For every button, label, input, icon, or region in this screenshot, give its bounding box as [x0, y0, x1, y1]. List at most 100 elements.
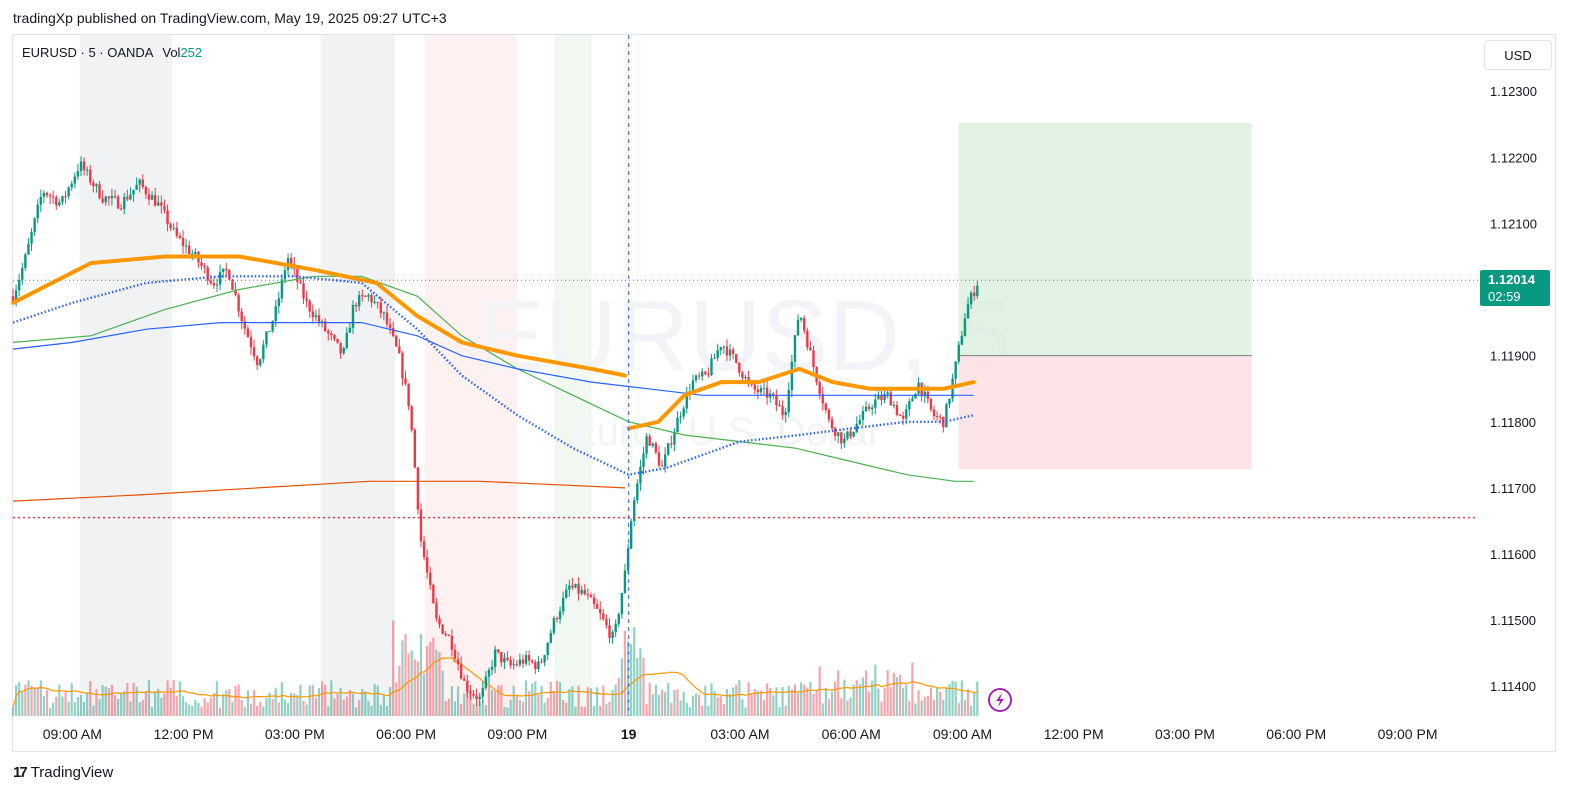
volume-bar — [135, 686, 138, 716]
candle-body — [367, 295, 370, 297]
volume-bar — [728, 694, 732, 716]
volume-bar — [694, 693, 698, 716]
session-shade-0 — [79, 35, 173, 716]
volume-bar — [620, 658, 623, 716]
candle-body — [444, 633, 447, 636]
time-axis: 09:00 AM 12:00 PM 03:00 PM 06:00 PM 09:00 PM… — [43, 726, 1438, 742]
volume-bar — [596, 687, 599, 716]
volume-bar — [129, 701, 132, 716]
volume-bar — [453, 701, 457, 716]
volume-bar — [793, 684, 797, 716]
volume-bar — [926, 695, 929, 716]
tradingview-brand[interactable]: 17 TradingView — [13, 764, 113, 781]
candle-body — [234, 289, 237, 295]
volume-bar — [14, 684, 18, 716]
volume-bar — [818, 666, 821, 716]
volume-ma-line — [12, 657, 978, 709]
time-tick-label: 09:00 PM — [487, 726, 547, 742]
candle-body — [806, 330, 809, 348]
volume-bar — [602, 685, 605, 716]
candle-body — [135, 184, 138, 190]
candle-body — [497, 649, 500, 653]
candle-body — [963, 318, 967, 337]
candle-body — [948, 398, 951, 405]
candle-body — [407, 383, 410, 407]
candle-body — [728, 349, 732, 356]
candle-body — [36, 204, 39, 219]
candle-body — [95, 184, 98, 187]
volume-bar — [262, 706, 265, 716]
candle-body — [39, 196, 43, 205]
candle-body — [484, 676, 488, 688]
currency-button[interactable]: USD — [1484, 40, 1552, 70]
volume-bar — [447, 698, 450, 716]
published-line: tradingXp published on TradingView.com, … — [13, 10, 447, 26]
volume-bar — [701, 705, 704, 716]
volume-bar — [660, 689, 664, 716]
candle-body — [735, 354, 738, 363]
volume-bar — [957, 703, 960, 716]
candle-body — [30, 231, 33, 244]
volume-bar — [367, 700, 370, 716]
candle-body — [147, 194, 151, 200]
price-levels — [13, 35, 1478, 716]
volume-bar — [710, 683, 713, 716]
volume-bar — [976, 681, 979, 716]
candle-body — [571, 585, 574, 588]
candle-body — [459, 664, 463, 679]
candle-body — [707, 374, 710, 376]
candle-body — [543, 655, 546, 663]
candle-body — [626, 548, 630, 571]
candle-body — [574, 583, 577, 588]
volume-bar — [404, 633, 407, 716]
candle-body — [531, 660, 534, 663]
volume-bar — [586, 687, 589, 716]
candle-body — [790, 361, 794, 391]
candle-body — [70, 183, 73, 188]
volume-bar — [42, 696, 46, 716]
alert-icon[interactable] — [988, 688, 1012, 712]
candle-body — [357, 295, 361, 307]
volume-bar — [147, 680, 151, 716]
candle-body — [512, 664, 515, 666]
volume-bar — [58, 684, 61, 716]
candle-body — [796, 319, 800, 336]
volume-bar — [571, 686, 574, 716]
volume-bar — [385, 705, 389, 716]
volume-bar — [144, 692, 148, 716]
indicator-lines — [11, 254, 976, 502]
symbol-legend[interactable]: EURUSD · 5 · OANDA Vol252 — [22, 45, 202, 60]
volume-bar — [688, 707, 691, 716]
volume-bar — [716, 697, 719, 716]
candle-body — [169, 224, 172, 228]
volume-bar — [271, 699, 274, 716]
volume-bar — [787, 685, 790, 716]
volume-bar — [741, 699, 744, 716]
price-tick-label: 1.12300 — [1490, 84, 1537, 99]
volume-bar — [837, 670, 840, 716]
volume-bar — [228, 689, 231, 716]
volume-bar — [775, 687, 778, 716]
volume-bar — [753, 689, 756, 716]
volume-bar — [110, 684, 114, 716]
candle-body — [932, 409, 936, 417]
candle-body — [679, 416, 682, 418]
volume-bar — [484, 704, 487, 716]
candle-body — [203, 265, 206, 268]
price-tick-label: 1.11700 — [1490, 481, 1536, 496]
volume-bar — [614, 684, 617, 716]
candle-body — [305, 298, 308, 301]
candle-body — [957, 344, 960, 362]
volume-bar — [552, 690, 555, 716]
candle-body — [160, 202, 163, 206]
candle-body — [614, 623, 617, 633]
candle-body — [194, 252, 197, 254]
candle-body — [493, 649, 497, 667]
volume-bar — [905, 684, 908, 716]
candle-body — [914, 393, 917, 399]
candle-body — [240, 311, 243, 322]
volume-bar — [830, 691, 834, 716]
candle-body — [419, 509, 423, 542]
volume-bar — [772, 695, 775, 716]
